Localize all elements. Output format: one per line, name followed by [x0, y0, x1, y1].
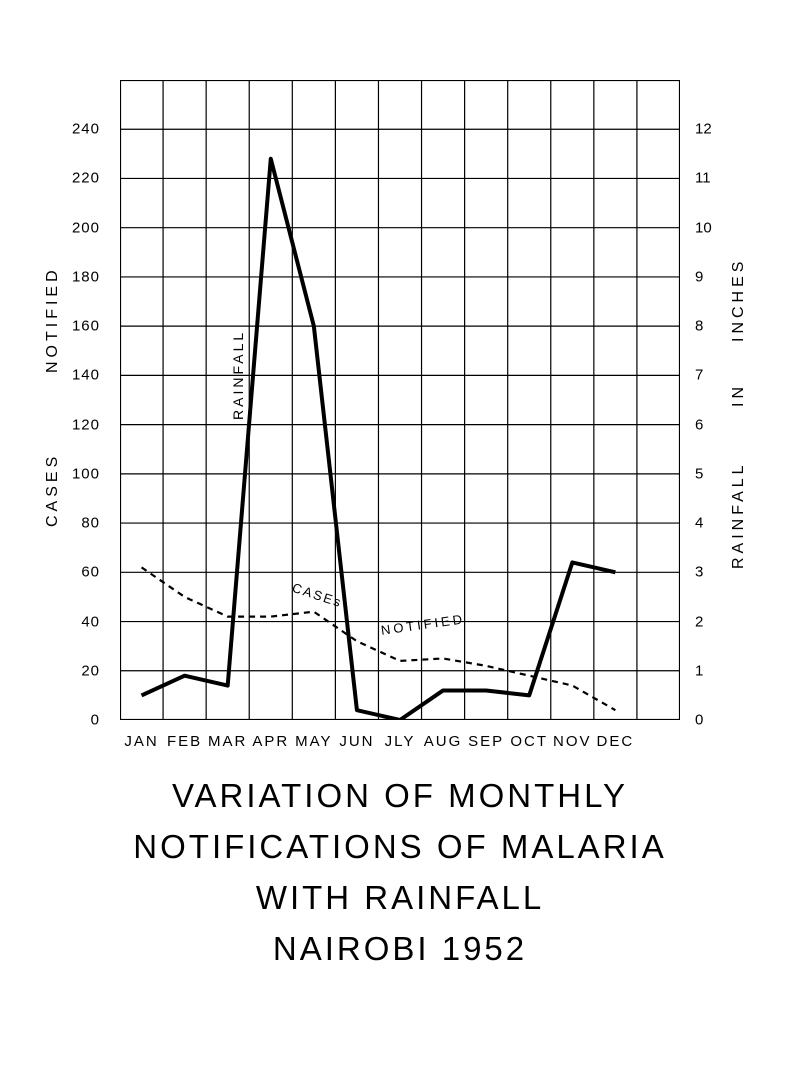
x-tick: AUG: [424, 733, 463, 750]
y-left-tick: 80: [81, 515, 100, 532]
title-line-3: WITH RAINFALL: [0, 872, 800, 923]
y-right-tick: 4: [695, 515, 703, 532]
y-right-tick: 2: [695, 613, 703, 630]
y-left-tick: 240: [72, 121, 100, 138]
y-left-tick: 100: [72, 465, 100, 482]
y-left-tick: 160: [72, 318, 100, 335]
chart: RAINFALL CASEs NOTIFIED: [120, 80, 680, 720]
y-right-tick: 12: [695, 121, 712, 138]
y-right-tick: 1: [695, 662, 703, 679]
x-tick: JLY: [385, 733, 416, 750]
title-line-2: NOTIFICATIONS OF MALARIA: [0, 821, 800, 872]
y-right-label-in: IN: [730, 370, 748, 420]
y-right-tick: 11: [695, 170, 711, 187]
title-block: VARIATION OF MONTHLY NOTIFICATIONS OF MA…: [0, 770, 800, 975]
y-left-tick: 140: [72, 367, 100, 384]
y-left-tick: 200: [72, 219, 100, 236]
y-right-tick: 6: [695, 416, 703, 433]
y-right-tick: 10: [695, 219, 712, 236]
x-tick: MAY: [295, 733, 332, 750]
y-left-tick: 220: [72, 170, 100, 187]
title-line-1: VARIATION OF MONTHLY: [0, 770, 800, 821]
y-left-tick: 120: [72, 416, 100, 433]
x-tick: DEC: [597, 733, 635, 750]
x-tick: APR: [252, 733, 289, 750]
x-tick: NOV: [553, 733, 592, 750]
y-left-tick: 20: [81, 662, 100, 679]
y-right-label-rainfall: RAINFALL: [730, 430, 748, 600]
y-left-tick: 0: [91, 712, 100, 729]
x-tick: MAR: [208, 733, 247, 750]
y-right-tick: 3: [695, 564, 703, 581]
x-tick: FEB: [167, 733, 202, 750]
x-tick: JAN: [124, 733, 158, 750]
y-right-tick: 0: [695, 712, 703, 729]
page: NOTIFIED CASES INCHES IN RAINFALL 240220…: [0, 0, 800, 1086]
x-tick: OCT: [510, 733, 548, 750]
y-right-tick: 5: [695, 465, 703, 482]
x-tick: SEP: [468, 733, 504, 750]
y-left-tick: 60: [81, 564, 100, 581]
y-right-tick: 9: [695, 268, 703, 285]
y-left-tick: 180: [72, 268, 100, 285]
x-tick: JUN: [339, 733, 374, 750]
y-right-label-inches: INCHES: [730, 240, 748, 360]
y-left-ticks: 240220200180160140120100806040200: [60, 80, 110, 720]
x-ticks: JAN FEB MAR APR MAY JUN JLY AUG SEP OCT NOV DEC: [120, 733, 680, 763]
title-line-4: NAIROBI 1952: [0, 923, 800, 974]
y-right-tick: 7: [695, 367, 703, 384]
y-right-tick: 8: [695, 318, 703, 335]
y-left-tick: 40: [81, 613, 100, 630]
inside-rainfall-label: RAINFALL: [230, 280, 246, 420]
y-right-ticks: 1211109876543210: [690, 80, 730, 720]
